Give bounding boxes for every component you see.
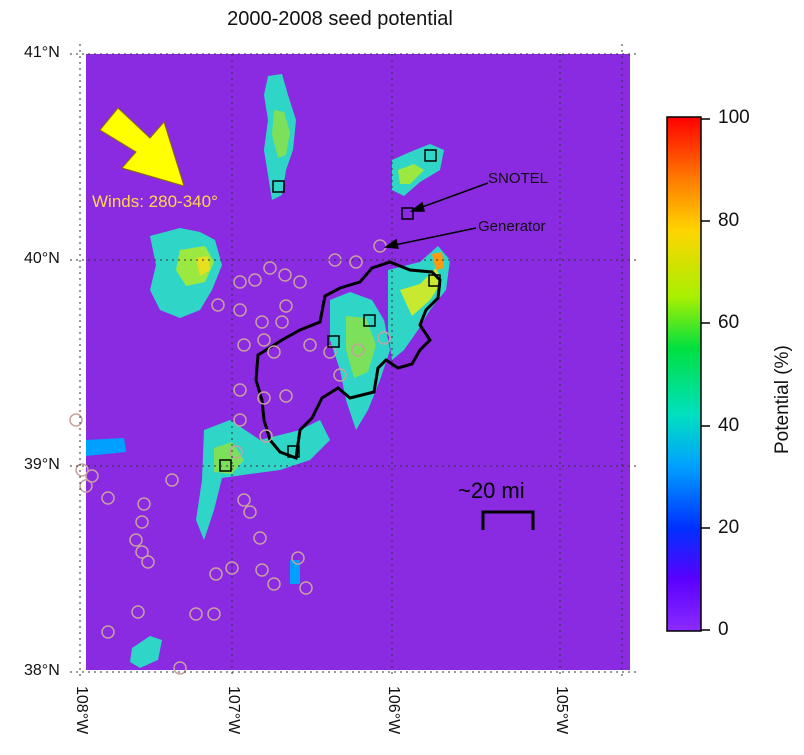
generator-marker bbox=[248, 273, 262, 287]
wind-arrow-icon bbox=[99, 107, 185, 187]
graticule bbox=[70, 44, 640, 676]
colorbar-title: Potential (%) bbox=[772, 345, 793, 454]
generator-label: Generator bbox=[478, 218, 546, 235]
colorbar-ticks bbox=[701, 118, 710, 631]
snotel-marker bbox=[287, 445, 300, 458]
generator-marker bbox=[79, 479, 93, 493]
generator-marker bbox=[255, 315, 269, 329]
generator-marker bbox=[225, 561, 239, 575]
callout-arrows bbox=[383, 182, 489, 249]
lon-label-106: 106°W bbox=[385, 686, 402, 735]
generator-marker bbox=[333, 368, 347, 382]
patch-small-sw bbox=[290, 560, 300, 584]
lon-label-107: 107°W bbox=[225, 686, 242, 735]
colorbar-gradient bbox=[666, 116, 702, 632]
snotel-marker bbox=[272, 180, 285, 193]
generator-marker bbox=[233, 275, 247, 289]
patch-north-core bbox=[272, 110, 290, 158]
patch-east-hot bbox=[432, 252, 444, 270]
snotel-marker bbox=[428, 274, 441, 287]
snotel-marker bbox=[401, 207, 414, 220]
patch-southwest bbox=[130, 636, 162, 668]
colorbar-tick-80: 80 bbox=[718, 210, 740, 231]
generator-marker bbox=[279, 299, 293, 313]
patch-west-core bbox=[176, 246, 214, 286]
potential-patches bbox=[86, 74, 450, 668]
generator-marker bbox=[291, 551, 305, 565]
patch-east-core bbox=[400, 268, 442, 316]
generator-marker bbox=[349, 255, 363, 269]
generator-marker bbox=[237, 338, 251, 352]
generator-marker bbox=[207, 607, 221, 621]
scale-bar bbox=[481, 510, 535, 530]
generator-marker bbox=[255, 563, 269, 577]
snotel-markers bbox=[219, 149, 441, 472]
generator-marker bbox=[233, 413, 247, 427]
generator-marker bbox=[165, 473, 179, 487]
generator-marker bbox=[211, 298, 225, 312]
generator-marker bbox=[233, 303, 247, 317]
generator-marker bbox=[263, 261, 277, 275]
patch-small-west bbox=[86, 438, 126, 456]
snotel-marker bbox=[424, 149, 437, 162]
lon-label-108: 108°W bbox=[73, 686, 90, 735]
generator-marker bbox=[237, 493, 251, 507]
generator-marker bbox=[135, 545, 149, 559]
generator-marker bbox=[209, 567, 223, 581]
generator-marker bbox=[173, 661, 187, 675]
generator-marker bbox=[253, 531, 267, 545]
lat-label-39: 39°N bbox=[24, 456, 60, 473]
generator-marker bbox=[293, 275, 307, 289]
generator-marker bbox=[137, 497, 151, 511]
lon-label-105: 105°W bbox=[553, 686, 570, 735]
generator-marker bbox=[275, 315, 289, 329]
patch-ne-core bbox=[398, 164, 424, 184]
generator-marker bbox=[377, 331, 391, 345]
patch-west-hot bbox=[196, 256, 210, 276]
colorbar-tick-20: 20 bbox=[718, 517, 740, 538]
map-title: 2000-2008 seed potential bbox=[227, 8, 453, 30]
generator-marker bbox=[129, 533, 143, 547]
lat-label-40: 40°N bbox=[24, 250, 60, 267]
generator-marker bbox=[303, 338, 317, 352]
generator-marker bbox=[101, 625, 115, 639]
colorbar-tick-60: 60 bbox=[718, 312, 740, 333]
generator-marker bbox=[135, 515, 149, 529]
generator-marker bbox=[259, 429, 273, 443]
generator-marker bbox=[233, 383, 247, 397]
generator-marker bbox=[257, 391, 271, 405]
generator-marker bbox=[323, 345, 337, 359]
generator-marker bbox=[279, 389, 293, 403]
generator-marker bbox=[299, 581, 313, 595]
generator-marker bbox=[278, 268, 292, 282]
colorbar-tick-40: 40 bbox=[718, 415, 740, 436]
generator-marker bbox=[75, 463, 89, 477]
generator-marker bbox=[351, 343, 365, 357]
snotel-marker bbox=[363, 314, 376, 327]
lat-label-41: 41°N bbox=[24, 44, 60, 61]
generator-marker bbox=[131, 605, 145, 619]
generator-marker bbox=[85, 469, 99, 483]
generator-marker bbox=[257, 333, 271, 347]
generator-marker bbox=[141, 555, 155, 569]
generator-marker bbox=[267, 577, 281, 591]
snotel-label: SNOTEL bbox=[488, 170, 549, 187]
colorbar-tick-0: 0 bbox=[718, 619, 729, 640]
generator-marker bbox=[189, 607, 203, 621]
generator-marker bbox=[373, 239, 387, 253]
generator-marker bbox=[69, 413, 83, 427]
generator-marker bbox=[267, 345, 281, 359]
scale-label: ~20 mi bbox=[458, 478, 525, 503]
lat-label-38: 38°N bbox=[24, 662, 60, 679]
patch-central-core bbox=[346, 316, 376, 378]
wind-direction-label: Winds: 280-340° bbox=[92, 192, 218, 211]
snotel-marker bbox=[327, 335, 340, 348]
colorbar-tick-100: 100 bbox=[718, 107, 750, 128]
generator-marker bbox=[229, 445, 243, 459]
generator-marker bbox=[101, 491, 115, 505]
generator-marker bbox=[243, 505, 257, 519]
